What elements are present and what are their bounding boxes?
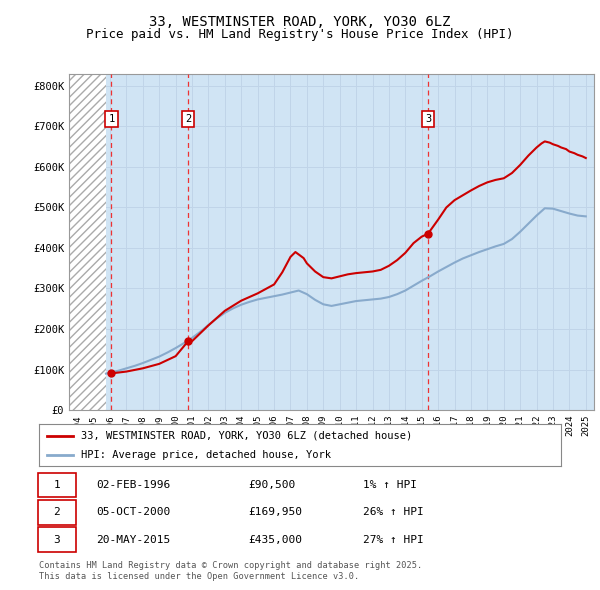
Text: 05-OCT-2000: 05-OCT-2000 [97,507,170,517]
Text: Contains HM Land Registry data © Crown copyright and database right 2025.: Contains HM Land Registry data © Crown c… [39,560,422,569]
Text: 33, WESTMINSTER ROAD, YORK, YO30 6LZ (detached house): 33, WESTMINSTER ROAD, YORK, YO30 6LZ (de… [81,431,412,441]
FancyBboxPatch shape [38,500,76,525]
FancyBboxPatch shape [38,527,76,552]
FancyBboxPatch shape [38,473,76,497]
Text: HPI: Average price, detached house, York: HPI: Average price, detached house, York [81,451,331,460]
Text: 26% ↑ HPI: 26% ↑ HPI [362,507,424,517]
Text: 2: 2 [185,114,191,124]
Bar [69,74,106,410]
Text: 3: 3 [425,114,431,124]
Text: This data is licensed under the Open Government Licence v3.0.: This data is licensed under the Open Gov… [39,572,359,581]
Text: 02-FEB-1996: 02-FEB-1996 [97,480,170,490]
Text: 3: 3 [53,535,60,545]
Text: 2: 2 [53,507,60,517]
Text: 27% ↑ HPI: 27% ↑ HPI [362,535,424,545]
Text: 1: 1 [109,114,115,124]
Text: 1: 1 [53,480,60,490]
Text: £90,500: £90,500 [248,480,295,490]
Text: £435,000: £435,000 [248,535,302,545]
Text: 20-MAY-2015: 20-MAY-2015 [97,535,170,545]
Text: 33, WESTMINSTER ROAD, YORK, YO30 6LZ: 33, WESTMINSTER ROAD, YORK, YO30 6LZ [149,15,451,29]
Text: 1% ↑ HPI: 1% ↑ HPI [362,480,416,490]
Text: £169,950: £169,950 [248,507,302,517]
Text: Price paid vs. HM Land Registry's House Price Index (HPI): Price paid vs. HM Land Registry's House … [86,28,514,41]
